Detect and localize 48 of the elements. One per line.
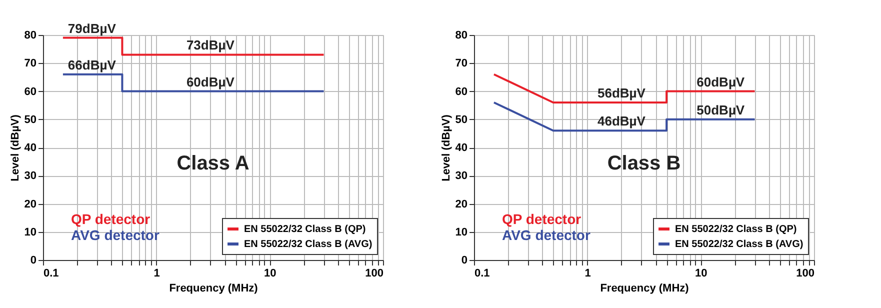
annotation: AVG detector [71,227,160,243]
y-tick-label: 60 [24,86,36,98]
x-tick-label: 0.1 [474,268,490,280]
annotation: 50dBµV [696,102,745,118]
y-axis-title: Level (dBµV) [440,114,452,182]
x-tick-label: 10 [695,268,708,280]
y-tick-label: 20 [455,198,468,210]
text: Class B [607,152,681,174]
x-axis-title: Frequency (MHz) [169,282,258,294]
y-tick-label: 10 [24,226,36,238]
y-tick-label: 30 [455,170,468,182]
y-tick-label: 50 [455,114,468,126]
y-tick-label: 70 [455,58,468,70]
legend-label: EN 55022/32 Class B (AVG) [244,239,372,250]
y-tick-label: 70 [24,58,36,70]
annotation: AVG detector [502,227,591,243]
legend-label: EN 55022/32 Class B (QP) [675,224,797,235]
annotation: 60dBµV [186,74,235,90]
x-tick-label: 1 [154,268,160,280]
y-tick-label: 40 [24,142,36,154]
x-axis-title: Frequency (MHz) [600,282,690,294]
y-tick-label: 0 [461,254,468,266]
annotation: 66dBµV [68,57,116,72]
x-tick-label: 100 [365,268,384,280]
y-axis-title: Level (dBµV) [9,114,22,182]
annotation: QP detector [502,211,582,227]
x-tick-label: 0.1 [44,268,59,280]
legend-label: EN 55022/32 Class B (AVG) [675,239,804,250]
legend-label: EN 55022/32 Class B (QP) [244,224,366,235]
annotation: 60dBµV [696,74,745,90]
x-tick-label: 10 [264,268,276,280]
annotation: 73dBµV [186,38,235,53]
x-tick-label: 1 [584,268,591,280]
y-tick-label: 10 [455,226,468,238]
y-tick-label: 80 [24,30,36,42]
x-tick-label: 100 [796,268,814,280]
text: Class A [176,152,250,174]
y-tick-label: 60 [455,86,468,98]
y-tick-label: 30 [24,170,36,182]
annotation: 56dBµV [597,86,646,100]
y-tick-label: 80 [455,30,468,42]
y-tick-label: 20 [24,198,36,210]
annotation: QP detector [71,211,151,227]
y-tick-label: 0 [30,254,36,266]
annotation: 79dBµV [68,20,116,36]
y-tick-label: 40 [455,142,468,154]
y-tick-label: 50 [24,114,36,126]
annotation: 46dBµV [597,114,646,129]
